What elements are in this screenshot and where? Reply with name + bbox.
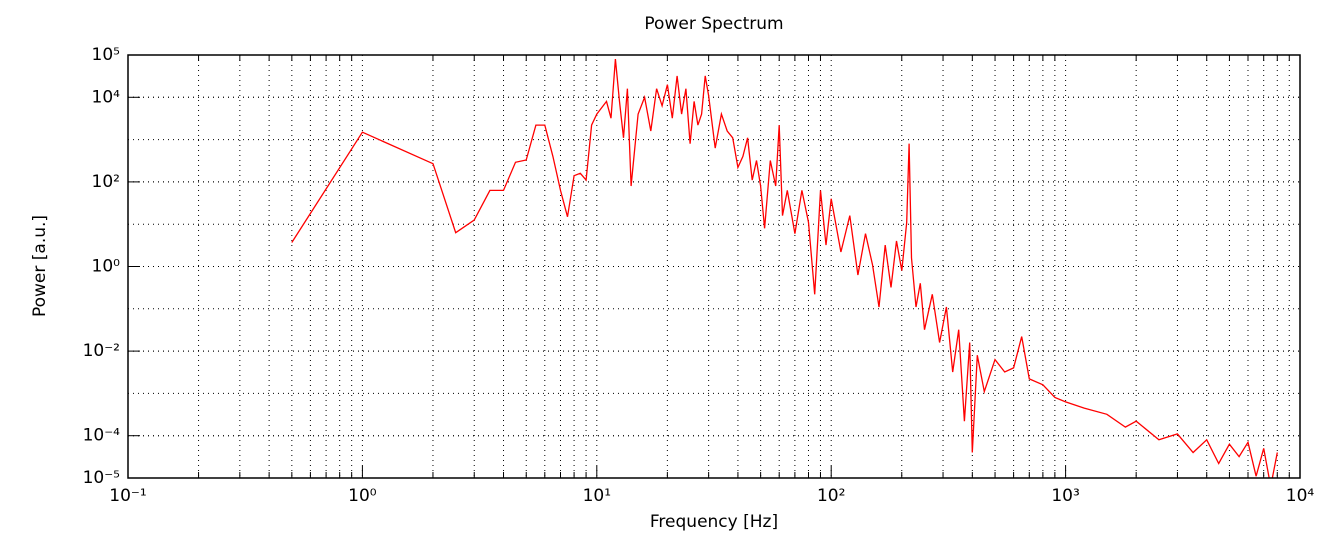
chart-title: Power Spectrum <box>644 14 783 34</box>
x-tick-label: 10² <box>817 486 845 506</box>
y-tick-label: 10⁻⁵ <box>83 468 120 488</box>
y-tick-label: 10⁻⁴ <box>83 426 121 446</box>
x-tick-label: 10³ <box>1051 486 1079 506</box>
data-line <box>291 59 1278 478</box>
x-tick-label: 10¹ <box>583 486 611 506</box>
y-tick-label: 10⁵ <box>92 45 120 65</box>
plot-frame <box>127 54 1301 479</box>
x-tick-label: 10⁻¹ <box>109 486 146 506</box>
y-tick-label: 10² <box>92 172 120 192</box>
x-tick-label: 10⁰ <box>348 486 377 506</box>
y-tick-label: 10⁰ <box>92 257 121 277</box>
x-tick-label: 10⁴ <box>1286 486 1315 506</box>
y-tick-label: 10⁴ <box>92 87 121 107</box>
x-axis-label: Frequency [Hz] <box>650 512 778 532</box>
y-tick-label: 10⁻² <box>83 341 120 361</box>
y-axis-label: Power [a.u.] <box>30 215 50 317</box>
